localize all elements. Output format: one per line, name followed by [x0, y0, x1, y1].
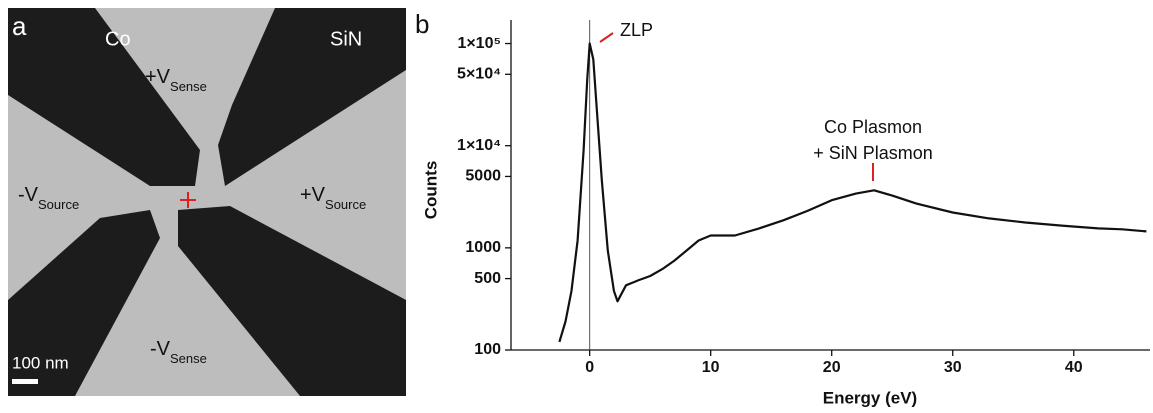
- material-label: Co: [105, 28, 131, 50]
- terminal-label: -VSense: [150, 338, 207, 366]
- y-axis-title: Counts: [421, 161, 440, 220]
- x-tick-label: 0: [585, 359, 594, 376]
- annotation: + SiN Plasmon: [813, 143, 933, 163]
- terminal-label: -VSource: [18, 184, 79, 212]
- electrode: [8, 8, 200, 186]
- y-tick-label: 1×10⁴: [457, 137, 501, 154]
- terminal-main: -V: [150, 338, 171, 360]
- electrode: [178, 206, 406, 396]
- terminal-label: +VSense: [145, 66, 207, 94]
- micrograph: a Co SiN +VSense -VSource +VSource -VSen…: [8, 8, 406, 396]
- material-label: SiN: [330, 28, 362, 50]
- y-tick-label: 100: [474, 341, 501, 358]
- annotation-pointer: [599, 32, 614, 43]
- x-tick-label: 30: [944, 359, 962, 376]
- terminal-sub: Source: [325, 197, 366, 212]
- y-tick-label: 5×10⁴: [457, 66, 501, 83]
- spectrum-line: [558, 42, 1147, 343]
- terminal-main: -V: [18, 184, 39, 206]
- y-tick-label: 1000: [465, 239, 501, 256]
- panel-letter: b: [415, 9, 429, 39]
- scale-label: 100 nm: [12, 353, 69, 372]
- terminal-sub: Source: [38, 197, 79, 212]
- x-tick-label: 10: [702, 359, 720, 376]
- terminal-label: +VSource: [300, 184, 366, 212]
- y-tick-label: 500: [474, 270, 501, 287]
- y-tick-label: 1×10⁵: [457, 35, 501, 52]
- annotation: ZLP: [620, 20, 653, 40]
- scale-bar: [12, 379, 38, 384]
- y-tick-label: 5000: [465, 168, 501, 185]
- terminal-main: +V: [145, 66, 171, 88]
- x-axis-title: Energy (eV): [823, 388, 917, 407]
- electrode: [8, 210, 160, 396]
- terminal-sub: Sense: [170, 351, 207, 366]
- annotation: Co Plasmon: [824, 117, 922, 137]
- x-tick-label: 20: [823, 359, 841, 376]
- terminal-main: +V: [300, 184, 326, 206]
- terminal-sub: Sense: [170, 79, 207, 94]
- x-tick-label: 40: [1065, 359, 1083, 376]
- panel-letter: a: [12, 11, 27, 41]
- electrode: [218, 8, 406, 186]
